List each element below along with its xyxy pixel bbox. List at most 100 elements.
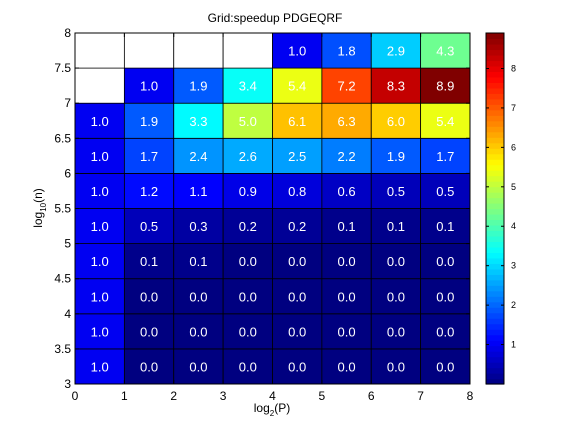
colorbar-segment <box>486 323 504 330</box>
colorbar-segment <box>486 115 504 122</box>
heatmap-cell-label: 0.9 <box>239 184 257 199</box>
heatmap-cell-label: 0.2 <box>288 219 306 234</box>
colorbar-segment <box>486 318 504 325</box>
heatmap-cell-label: 1.9 <box>140 114 158 129</box>
heatmap-cell-label: 1.1 <box>189 184 207 199</box>
y-tick-label: 6 <box>64 166 71 180</box>
colorbar-segment <box>486 98 504 105</box>
x-tick-label: 2 <box>170 389 177 403</box>
heatmap-cell-label: 0.0 <box>338 324 356 339</box>
heatmap-cell-label: 1.0 <box>91 324 109 339</box>
heatmap-cell <box>222 102 273 139</box>
colorbar-tick-label: 8 <box>511 63 516 73</box>
heatmap-cell-label: 0.0 <box>387 359 405 374</box>
heatmap-cell <box>321 348 372 385</box>
colorbar-segment <box>486 224 504 232</box>
colorbar-segment <box>486 175 504 182</box>
heatmap-cell-label: 0.3 <box>189 219 207 234</box>
heatmap-cell-label: 1.2 <box>140 184 158 199</box>
x-tick-label: 4 <box>269 389 276 403</box>
heatmap-cell <box>370 172 422 209</box>
colorbar-segment <box>486 340 504 347</box>
colorbar-segment <box>486 378 504 385</box>
colorbar-segment <box>486 71 504 78</box>
heatmap-cell-label: 0.1 <box>140 254 158 269</box>
y-tick-label: 6.5 <box>54 131 71 145</box>
heatmap-cell <box>74 243 125 280</box>
heatmap-cell <box>123 172 175 209</box>
heatmap-cell-label: 1.8 <box>338 44 356 59</box>
x-tick-label: 6 <box>368 389 375 403</box>
heatmap-cell-label: 4.3 <box>436 44 454 59</box>
colorbar-tick-label: 4 <box>511 221 516 231</box>
y-axis-label-tail: (n) <box>31 188 45 203</box>
colorbar-segment <box>486 230 504 237</box>
colorbar-segment <box>486 60 504 67</box>
colorbar-segment <box>486 76 504 83</box>
colorbar-segment <box>486 192 504 199</box>
heatmap-cell <box>272 278 323 315</box>
heatmap-cell <box>173 67 224 104</box>
heatmap-cell-label: 1.0 <box>91 289 109 304</box>
heatmap-cell-label: 0.1 <box>387 219 405 234</box>
heatmap-cell <box>272 137 323 174</box>
heatmap-cell <box>173 208 224 244</box>
colorbar-tick-label: 6 <box>511 142 516 152</box>
colorbar-segment <box>486 274 504 281</box>
x-tick-label: 5 <box>319 389 326 403</box>
x-tick-label: 0 <box>72 389 79 403</box>
colorbar-segment <box>486 356 504 363</box>
heatmap-cell-label: 0.0 <box>288 359 306 374</box>
heatmap-cell-labels: 1.0 0.0 0.0 0.0 0.0 0.0 0.0 0.0 1.0 0.0 0.0 0.0 0.0 0… <box>91 44 455 375</box>
heatmap-cell-label: 1.0 <box>91 219 109 234</box>
heatmap-cell-label: 0.6 <box>338 184 356 199</box>
colorbar-segment <box>486 148 504 155</box>
heatmap-cell <box>222 208 273 244</box>
y-axis-ticks: 3 3.5 4 4.5 5 5.5 6 6.5 7 7.5 8 <box>54 26 470 391</box>
heatmap-cell <box>370 32 422 69</box>
heatmap-cell <box>173 243 224 280</box>
colorbar-segment <box>486 131 504 138</box>
colorbar-segment <box>486 181 504 188</box>
heatmap-cell-label: 6.3 <box>338 114 356 129</box>
colorbar-segment <box>486 197 504 204</box>
x-tick-label: 8 <box>467 389 474 403</box>
colorbar-segment <box>486 279 504 286</box>
heatmap-cell <box>420 313 471 350</box>
heatmap-cell-label: 0.0 <box>239 324 257 339</box>
colorbar-segment <box>486 345 504 352</box>
heatmap-cell-label: 0.0 <box>387 324 405 339</box>
heatmap-cell-label: 0.1 <box>436 219 454 234</box>
colorbar-segment <box>486 170 504 177</box>
heatmap-cell-label: 6.0 <box>387 114 405 129</box>
heatmap-cell-label: 0.8 <box>288 184 306 199</box>
heatmap-cell-label: 7.2 <box>338 79 356 94</box>
heatmap-cell-label: 0.0 <box>288 324 306 339</box>
heatmap-cell <box>272 102 323 139</box>
heatmap-cell-label: 0.0 <box>288 289 306 304</box>
colorbar-segment <box>486 153 504 160</box>
heatmap-cell <box>74 172 125 209</box>
y-tick-label: 5 <box>64 237 71 251</box>
heatmap-cell <box>222 313 273 350</box>
heatmap-cell-label: 0.5 <box>436 184 454 199</box>
heatmap-cell-label: 5.4 <box>288 79 306 94</box>
chart-title: Grid:speedup PDGEQRF <box>208 11 343 25</box>
heatmap-cell-label: 2.4 <box>189 149 207 164</box>
colorbar-segment <box>486 290 504 297</box>
y-tick-label: 3.5 <box>54 342 71 356</box>
y-tick-label: 4.5 <box>54 272 71 286</box>
colorbar-tick-label: 3 <box>511 261 516 271</box>
y-axis-label-subscript: 10 <box>39 202 48 211</box>
y-tick-label: 5.5 <box>54 202 71 216</box>
heatmap-cell-label: 0.0 <box>189 359 207 374</box>
colorbar: 1 2 3 4 5 6 7 8 <box>485 32 516 385</box>
heatmap-cell-label: 2.9 <box>387 44 405 59</box>
heatmap-cell <box>321 32 372 69</box>
y-tick-label: 4 <box>64 307 71 321</box>
heatmap-cell-label: 2.6 <box>239 149 257 164</box>
colorbar-segment <box>486 137 504 144</box>
heatmap-cell <box>74 137 125 174</box>
colorbar-segment <box>486 312 504 319</box>
